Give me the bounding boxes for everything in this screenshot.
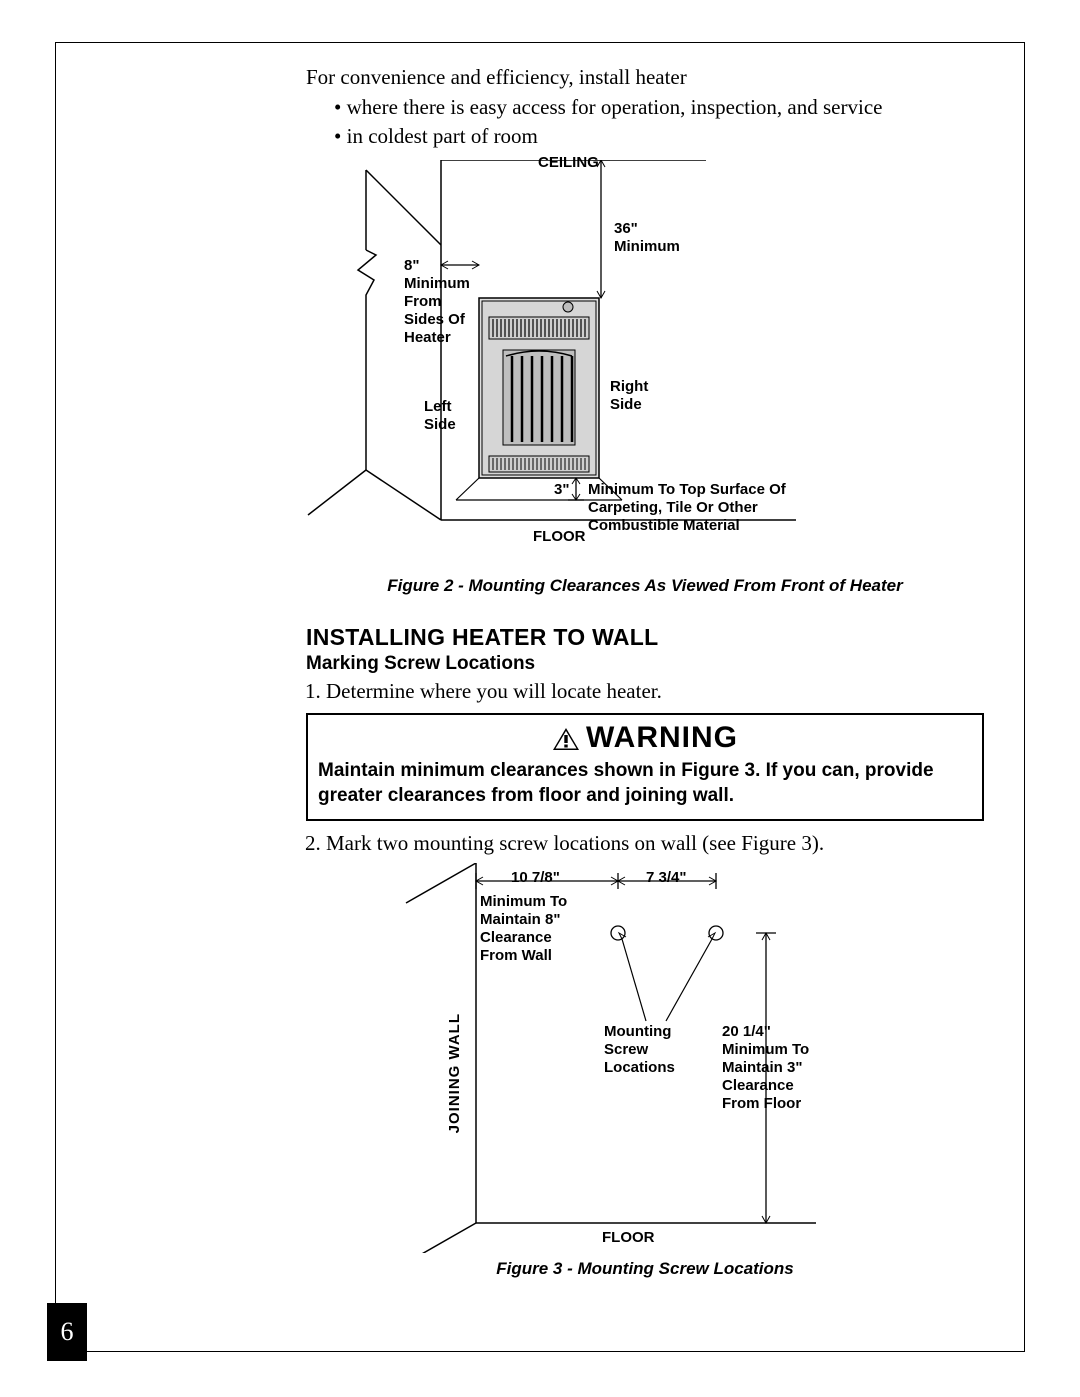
fig3-joining-wall: JOINING WALL — [446, 1013, 464, 1133]
fig3-mounting-label: Mounting Screw Locations — [604, 1023, 694, 1077]
fig3-floor-label: FLOOR — [602, 1229, 655, 1247]
subsection-title: Marking Screw Locations — [306, 653, 984, 675]
figure-3-caption: Figure 3 - Mounting Screw Locations — [306, 1259, 984, 1279]
fig2-8min-label: 8" Minimum From Sides Of Heater — [404, 257, 484, 347]
step-list: Determine where you will locate heater. — [306, 677, 984, 705]
fig2-36min-label: 36" Minimum — [614, 220, 704, 256]
page-number: 6 — [61, 1317, 74, 1347]
figure-2: CEILING 36" Minimum 8" Minimum From Side… — [296, 160, 856, 570]
fig3-dim-right: 7 3/4" — [646, 869, 686, 887]
fig2-rightside-label: Right Side — [610, 378, 660, 414]
step-1: Determine where you will locate heater. — [326, 677, 984, 705]
fig2-leftside-label: Left Side — [424, 398, 474, 434]
page-number-tab: 6 — [47, 1303, 87, 1361]
section-title: INSTALLING HEATER TO WALL — [306, 624, 984, 651]
fig2-bottom-note: Minimum To Top Surface Of Carpeting, Til… — [588, 481, 818, 535]
figure-3: 10 7/8" 7 3/4" Minimum To Maintain 8" Cl… — [346, 863, 906, 1253]
intro-lead: For convenience and efficiency, install … — [306, 63, 984, 91]
bullet-1: where there is easy access for operation… — [334, 93, 984, 121]
warning-head-text: WARNING — [586, 721, 738, 754]
warning-box: WARNING Maintain minimum clearances show… — [306, 713, 984, 820]
fig2-3in-label: 3" — [554, 481, 569, 499]
step-list-2: Mark two mounting screw locations on wal… — [306, 829, 984, 857]
fig3-note-right: 20 1/4" Minimum To Maintain 3" Clearance… — [722, 1023, 832, 1113]
fig3-note-left: Minimum To Maintain 8" Clearance From Wa… — [480, 893, 590, 965]
bullet-2: in coldest part of room — [334, 122, 984, 150]
fig3-dim-left: 10 7/8" — [511, 869, 560, 887]
warning-icon — [552, 727, 580, 751]
warning-body: Maintain minimum clearances shown in Fig… — [318, 759, 972, 808]
step-2: Mark two mounting screw locations on wal… — [326, 829, 984, 857]
figure-2-caption: Figure 2 - Mounting Clearances As Viewed… — [306, 576, 984, 596]
fig2-floor-label: FLOOR — [533, 528, 586, 546]
fig2-ceiling-label: CEILING — [538, 154, 599, 172]
intro-bullets: where there is easy access for operation… — [306, 93, 984, 150]
warning-heading: WARNING — [318, 721, 972, 755]
page-frame: For convenience and efficiency, install … — [55, 42, 1025, 1352]
